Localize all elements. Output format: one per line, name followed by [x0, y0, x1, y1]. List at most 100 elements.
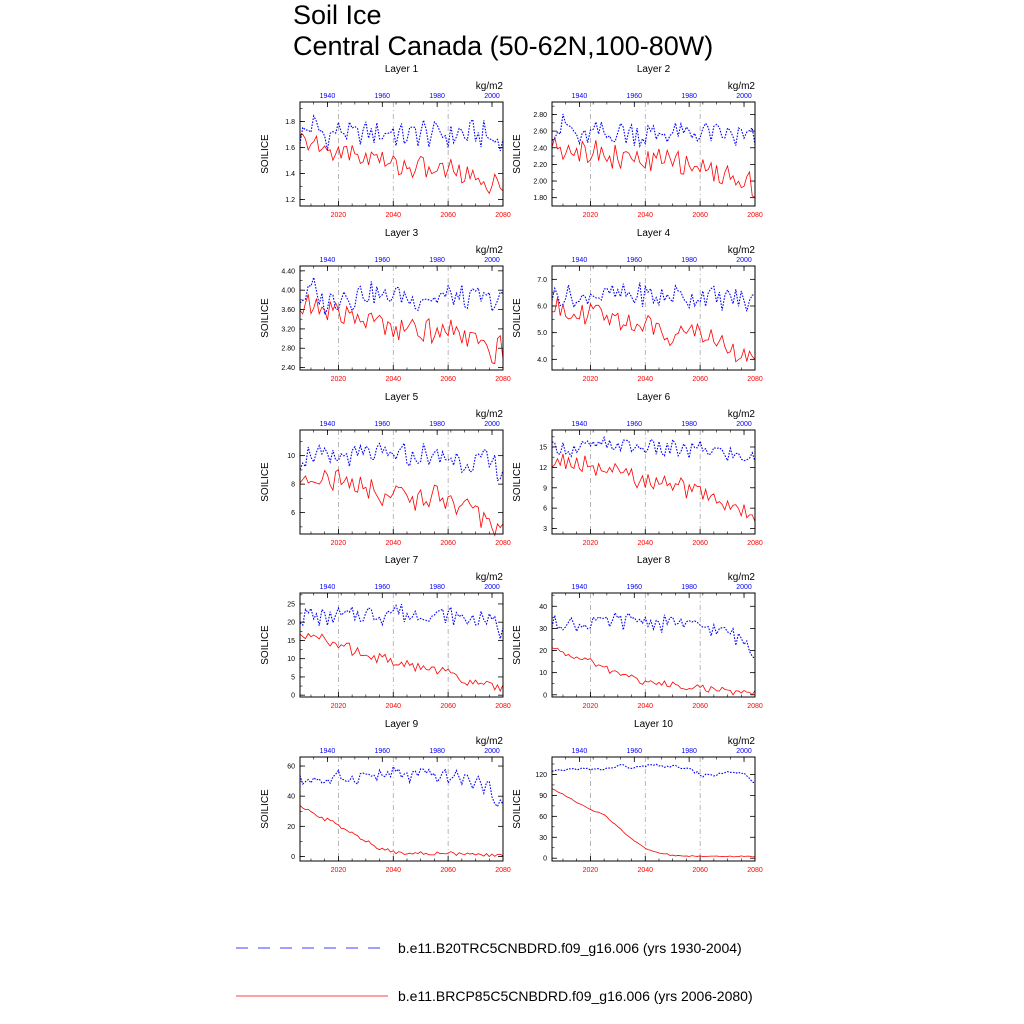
- x-top-tick-label: 1960: [627, 421, 643, 428]
- x-tick-label: 2040: [637, 212, 653, 219]
- x-top-tick-label: 1980: [681, 93, 697, 100]
- y-tick-label: 1.80: [533, 195, 547, 202]
- series-historical-line: [299, 441, 504, 482]
- x-top-tick-label: 2000: [736, 421, 752, 428]
- panel-title: Layer 6: [637, 392, 671, 403]
- x-top-tick-label: 1940: [320, 257, 336, 264]
- x-top-tick-label: 1980: [429, 93, 445, 100]
- x-tick-label: 2040: [385, 212, 401, 219]
- y-axis-label: SOILICE: [260, 625, 271, 665]
- panel-title: Layer 10: [634, 719, 673, 730]
- y-tick-label: 5.0: [537, 330, 547, 337]
- y-tick-label: 10: [287, 453, 295, 460]
- x-tick-label: 2060: [440, 376, 456, 383]
- panel-layer-6: Layer 6 kg/m2 SOILICE 2020 2040 2060 2080 1940 1…: [512, 392, 763, 547]
- x-top-tick-label: 2000: [736, 257, 752, 264]
- series-future-line: [299, 805, 504, 858]
- x-tick-label: 2040: [385, 376, 401, 383]
- x-top-tick-label: 1960: [627, 93, 643, 100]
- x-top-tick-label: 1940: [320, 93, 336, 100]
- x-top-tick-label: 2000: [484, 584, 500, 591]
- y-tick-label: 2.80: [281, 346, 295, 353]
- x-tick-label: 2080: [747, 376, 763, 383]
- units-label: kg/m2: [728, 409, 756, 420]
- y-tick-label: 2.40: [533, 145, 547, 152]
- y-tick-label: 3: [543, 526, 547, 533]
- units-label: kg/m2: [476, 736, 504, 747]
- panel-layer-4: Layer 4 kg/m2 SOILICE 2020 2040 2060 2080 1940 1…: [512, 228, 763, 383]
- series-historical-line: [551, 611, 756, 660]
- y-axis-label: SOILICE: [260, 134, 271, 174]
- x-tick-label: 2040: [637, 703, 653, 710]
- y-tick-label: 3.60: [281, 307, 295, 314]
- x-tick-label: 2060: [440, 703, 456, 710]
- plot-frame: [551, 429, 756, 535]
- y-tick-label: 40: [539, 604, 547, 611]
- x-top-tick-label: 1940: [572, 257, 588, 264]
- y-tick-label: 4.40: [281, 268, 295, 275]
- x-tick-label: 2020: [331, 703, 347, 710]
- x-tick-label: 2060: [692, 703, 708, 710]
- x-top-tick-label: 1940: [572, 93, 588, 100]
- y-axis-label: SOILICE: [260, 789, 271, 829]
- y-axis-label: SOILICE: [512, 298, 523, 338]
- y-tick-label: 0: [543, 692, 547, 699]
- x-top-tick-label: 1960: [375, 93, 391, 100]
- panel-layer-10: Layer 10 kg/m2 SOILICE 2020 2040 2060 2080 1940…: [512, 719, 763, 874]
- plot-frame: [299, 592, 504, 698]
- x-tick-label: 2020: [331, 867, 347, 874]
- x-top-tick-label: 1960: [627, 257, 643, 264]
- x-tick-label: 2080: [495, 376, 511, 383]
- y-tick-label: 1.6: [285, 145, 295, 152]
- units-label: kg/m2: [476, 81, 504, 92]
- x-tick-label: 2060: [692, 376, 708, 383]
- x-top-tick-label: 1960: [627, 584, 643, 591]
- panel-title: Layer 4: [637, 228, 671, 239]
- chart-title-line2: Central Canada (50-62N,100-80W): [293, 31, 714, 61]
- x-tick-label: 2060: [692, 212, 708, 219]
- x-top-tick-label: 1980: [681, 257, 697, 264]
- units-label: kg/m2: [728, 81, 756, 92]
- x-tick-label: 2040: [385, 703, 401, 710]
- y-tick-label: 20: [539, 648, 547, 655]
- x-top-tick-label: 2000: [484, 421, 500, 428]
- y-tick-label: 30: [539, 835, 547, 842]
- plot-frame: [551, 101, 756, 207]
- units-label: kg/m2: [728, 572, 756, 583]
- y-tick-label: 4.0: [537, 357, 547, 364]
- y-tick-label: 2.80: [533, 112, 547, 119]
- series-historical-line: [299, 277, 504, 317]
- y-tick-label: 3.20: [281, 326, 295, 333]
- plot-frame: [551, 592, 756, 698]
- panel-layer-3: Layer 3 kg/m2 SOILICE 2020 2040 2060 2080 1940 1…: [260, 228, 511, 383]
- x-top-tick-label: 1980: [429, 584, 445, 591]
- plot-frame: [551, 756, 756, 862]
- y-tick-label: 6: [543, 506, 547, 513]
- y-tick-label: 7.0: [537, 277, 547, 284]
- units-label: kg/m2: [476, 409, 504, 420]
- series-historical-line: [551, 113, 756, 149]
- x-tick-label: 2040: [385, 867, 401, 874]
- x-top-tick-label: 1940: [572, 748, 588, 755]
- y-tick-label: 9: [543, 485, 547, 492]
- x-tick-label: 2080: [747, 703, 763, 710]
- x-tick-label: 2080: [495, 867, 511, 874]
- x-tick-label: 2080: [495, 703, 511, 710]
- x-tick-label: 2060: [440, 540, 456, 547]
- y-tick-label: 6: [291, 510, 295, 517]
- y-tick-label: 2.60: [533, 129, 547, 136]
- series-historical-line: [551, 435, 756, 463]
- x-tick-label: 2060: [440, 867, 456, 874]
- x-top-tick-label: 1960: [375, 584, 391, 591]
- units-label: kg/m2: [728, 245, 756, 256]
- x-top-tick-label: 1960: [375, 748, 391, 755]
- x-tick-label: 2080: [747, 867, 763, 874]
- x-top-tick-label: 1980: [681, 421, 697, 428]
- units-label: kg/m2: [728, 736, 756, 747]
- x-tick-label: 2040: [637, 540, 653, 547]
- x-top-tick-label: 1940: [320, 584, 336, 591]
- x-tick-label: 2080: [495, 212, 511, 219]
- y-tick-label: 0: [291, 693, 295, 700]
